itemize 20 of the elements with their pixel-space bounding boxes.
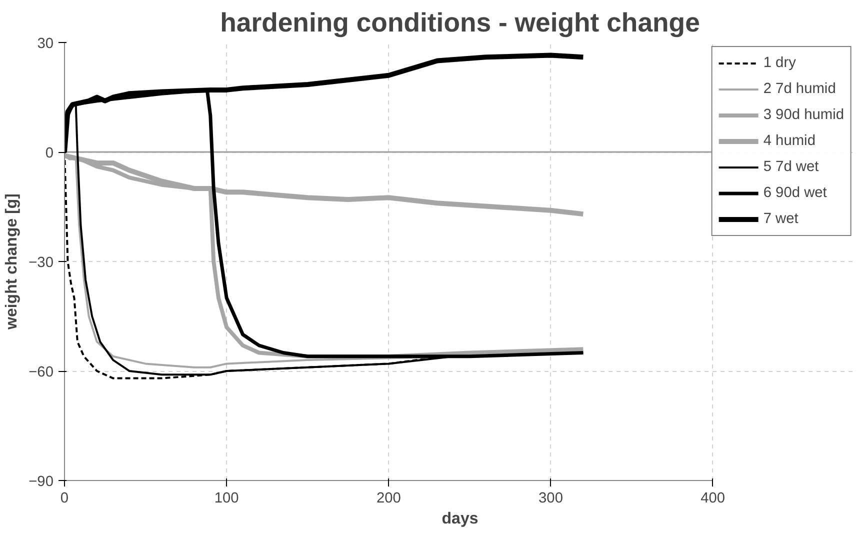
legend-label: 2 7d humid	[763, 81, 836, 97]
y-tick-label: −30	[28, 255, 54, 271]
x-tick-label: 400	[700, 490, 726, 506]
legend-label: 1 dry	[763, 55, 796, 71]
x-tick-label: 200	[376, 490, 401, 506]
legend-label: 6 90d wet	[763, 185, 827, 201]
y-tick-label: −90	[28, 474, 54, 490]
x-tick-label: 100	[214, 490, 239, 506]
y-tick-label: 30	[37, 36, 54, 52]
legend-label: 4 humid	[763, 133, 816, 149]
legend-label: 3 90d humid	[763, 107, 844, 123]
y-tick-label: 0	[45, 146, 54, 162]
chart-title: hardening conditions - weight change	[220, 8, 700, 38]
x-tick-label: 0	[60, 490, 69, 506]
x-axis-title: days	[442, 510, 478, 528]
y-axis-title: weight change [g]	[4, 194, 21, 330]
legend-label: 5 7d wet	[763, 159, 819, 175]
legend-label: 7 wet	[763, 211, 798, 227]
y-tick-label: −60	[28, 364, 54, 380]
x-tick-label: 300	[538, 490, 564, 506]
